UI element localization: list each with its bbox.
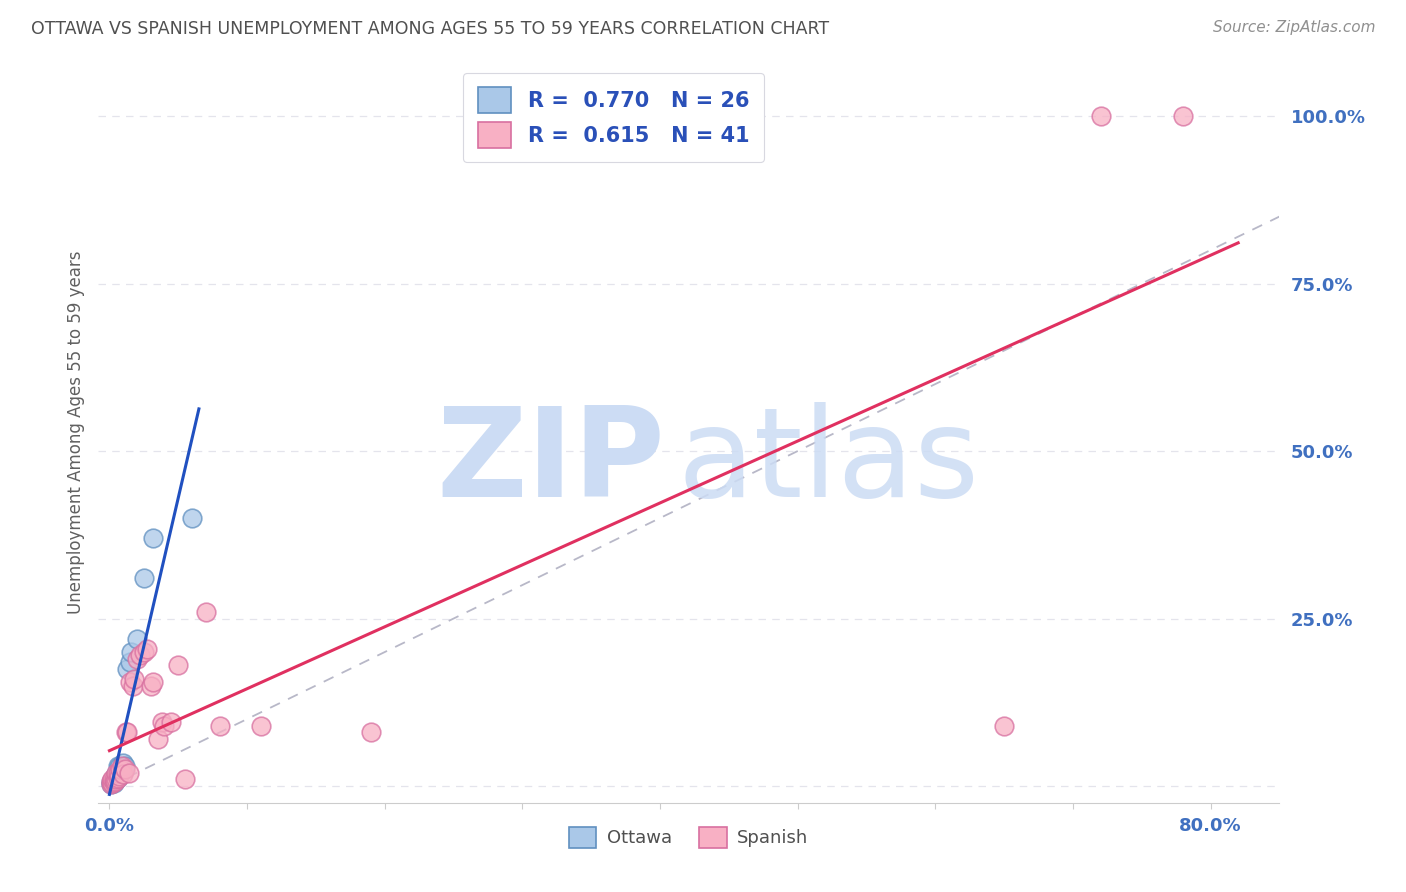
Point [104, 773, 127, 788]
Point [115, 725, 138, 739]
Point [100, 777, 122, 791]
Point [208, 719, 231, 733]
Point [114, 759, 136, 773]
Point [112, 767, 135, 781]
Point [112, 756, 135, 770]
Point [128, 648, 150, 663]
Point [122, 672, 145, 686]
Point [101, 772, 124, 787]
Point [117, 725, 139, 739]
Point [1090, 109, 1112, 123]
Point [167, 658, 190, 673]
Point [103, 775, 125, 789]
Point [105, 765, 128, 780]
Point [125, 652, 148, 666]
Point [104, 769, 127, 783]
Point [107, 771, 129, 785]
Point [108, 769, 131, 783]
Point [360, 725, 382, 739]
Point [120, 655, 142, 669]
Point [1171, 109, 1194, 123]
Point [125, 632, 148, 646]
Point [146, 732, 169, 747]
Point [104, 773, 127, 788]
Point [160, 715, 183, 730]
Text: ZIP: ZIP [437, 401, 665, 523]
Point [110, 765, 132, 780]
Point [107, 771, 129, 785]
Point [101, 773, 124, 788]
Point [135, 641, 157, 656]
Point [100, 777, 122, 791]
Point [103, 772, 125, 787]
Point [118, 765, 141, 780]
Point [101, 776, 124, 790]
Point [107, 765, 129, 780]
Point [181, 511, 204, 525]
Point [121, 679, 143, 693]
Point [111, 759, 134, 773]
Point [105, 767, 128, 781]
Point [103, 771, 125, 785]
Point [142, 675, 165, 690]
Point [100, 775, 122, 789]
Point [132, 571, 155, 585]
Point [103, 775, 125, 789]
Point [142, 531, 165, 545]
Point [153, 719, 176, 733]
Point [132, 645, 155, 659]
Point [108, 760, 131, 774]
Point [139, 679, 162, 693]
Point [110, 762, 132, 776]
Point [250, 719, 273, 733]
Point [120, 675, 142, 690]
Y-axis label: Unemployment Among Ages 55 to 59 years: Unemployment Among Ages 55 to 59 years [66, 251, 84, 615]
Point [108, 769, 131, 783]
Point [150, 715, 173, 730]
Point [120, 645, 142, 659]
Point [101, 775, 124, 789]
Point [107, 759, 129, 773]
Legend: Ottawa, Spanish: Ottawa, Spanish [560, 818, 818, 856]
Point [194, 605, 217, 619]
Point [993, 719, 1015, 733]
Text: atlas: atlas [678, 401, 979, 523]
Text: Source: ZipAtlas.com: Source: ZipAtlas.com [1212, 20, 1375, 35]
Text: OTTAWA VS SPANISH UNEMPLOYMENT AMONG AGES 55 TO 59 YEARS CORRELATION CHART: OTTAWA VS SPANISH UNEMPLOYMENT AMONG AGE… [31, 20, 830, 37]
Point [105, 772, 128, 787]
Point [100, 773, 122, 788]
Point [174, 772, 197, 787]
Point [107, 767, 129, 781]
Point [114, 762, 136, 776]
Point [117, 662, 139, 676]
Point [111, 762, 134, 776]
Point [105, 772, 128, 787]
